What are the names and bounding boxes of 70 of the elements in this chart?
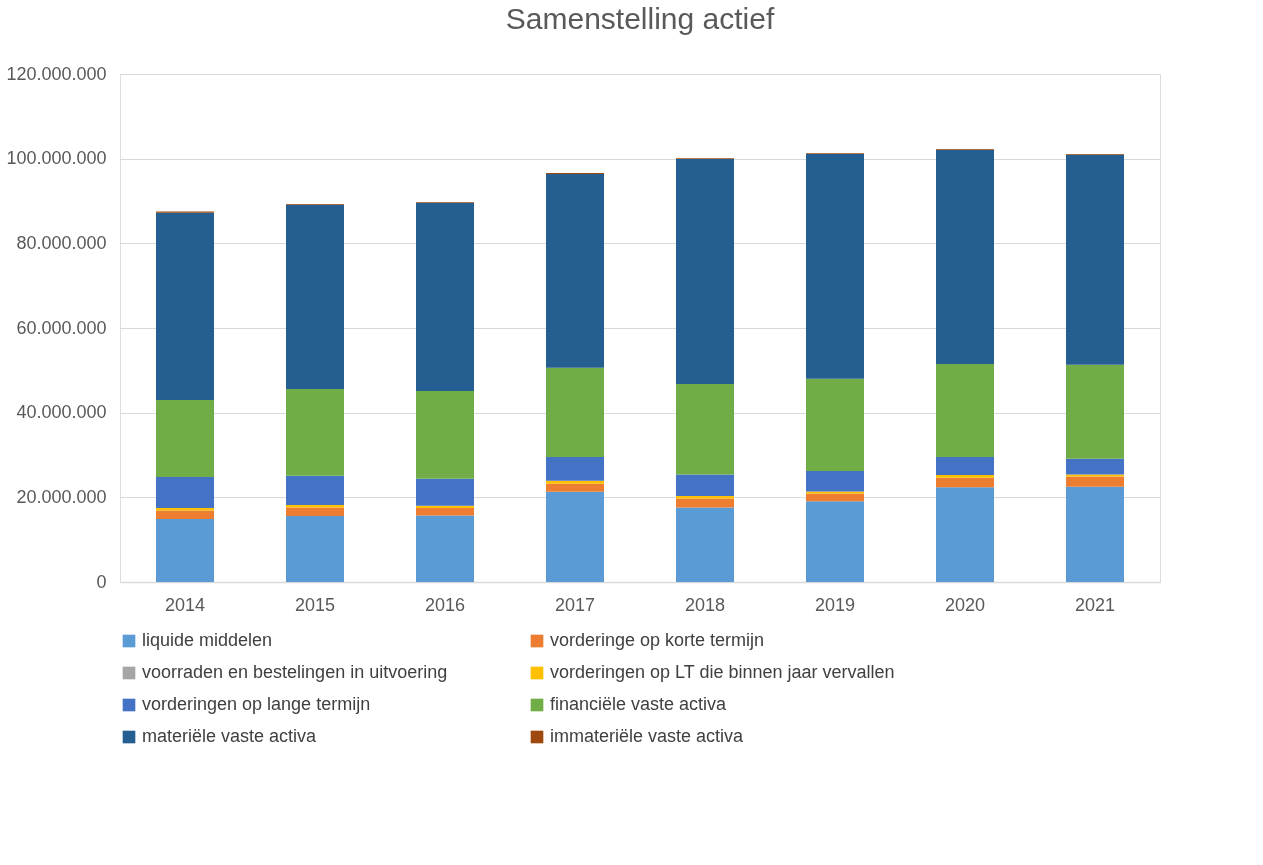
- bar: [546, 367, 604, 458]
- legend-label: liquide middelen: [142, 630, 273, 650]
- bar: [676, 159, 734, 384]
- bar: [546, 173, 604, 368]
- bar: [286, 204, 344, 389]
- bar: [1066, 486, 1124, 582]
- legend-label: vorderinge op korte termijn: [550, 630, 765, 650]
- bar: [416, 507, 474, 516]
- y-tick-label: 100.000.000: [6, 148, 107, 169]
- bar: [156, 510, 214, 519]
- bar: [676, 383, 734, 475]
- bar: [546, 491, 604, 582]
- bar: [546, 457, 604, 481]
- bar: [676, 498, 734, 508]
- x-tick-label: 2018: [684, 594, 726, 615]
- bar: [676, 507, 734, 582]
- bar: [546, 480, 604, 484]
- y-tick-label: 40.000.000: [16, 402, 107, 423]
- bar: [936, 363, 994, 458]
- legend-label: materiële vaste activa: [142, 726, 318, 746]
- x-tick-label: 2015: [294, 594, 336, 615]
- y-tick-label: 0: [96, 571, 107, 592]
- bar: [416, 478, 474, 506]
- bar: [806, 378, 864, 472]
- x-tick-label: 2014: [164, 594, 206, 615]
- bar: [1066, 458, 1124, 475]
- bar: [936, 457, 994, 475]
- bar: [806, 154, 864, 379]
- x-tick-label: 2019: [814, 594, 856, 615]
- bar: [416, 505, 474, 508]
- x-tick-label: 2021: [1074, 594, 1116, 615]
- bar: [416, 203, 474, 392]
- bar: [156, 212, 214, 400]
- y-tick-label: 20.000.000: [16, 486, 107, 507]
- bar: [1066, 364, 1124, 459]
- bar: [806, 493, 864, 502]
- x-tick-label: 2020: [944, 594, 986, 615]
- legend-label: voorraden en bestelingen in uitvoering: [142, 662, 448, 682]
- bar: [156, 399, 214, 478]
- bar: [286, 475, 344, 505]
- bar: [156, 518, 214, 582]
- bar: [806, 471, 864, 492]
- bar: [546, 483, 604, 492]
- bar: [806, 501, 864, 582]
- bar: [156, 477, 214, 508]
- x-tick-label: 2017: [554, 594, 596, 615]
- legend-label: immateriële vaste activa: [550, 726, 745, 746]
- legend-label: vorderingen op lange termijn: [142, 694, 371, 714]
- bar: [936, 474, 994, 478]
- bar: [936, 487, 994, 582]
- bar: [936, 149, 994, 364]
- bar: [416, 515, 474, 582]
- bar: [286, 515, 344, 582]
- bar: [676, 496, 734, 499]
- chart-title: Samenstelling actief: [505, 2, 775, 35]
- bar: [676, 474, 734, 497]
- bar: [286, 507, 344, 516]
- bar: [1066, 474, 1124, 477]
- legend-label: vorderingen op LT die binnen jaar vervallen: [550, 662, 895, 682]
- bar: [936, 477, 994, 488]
- bar: [806, 491, 864, 494]
- bar: [416, 391, 474, 479]
- y-tick-label: 60.000.000: [16, 317, 107, 338]
- y-tick-label: 80.000.000: [16, 232, 107, 253]
- bar: [1066, 154, 1124, 365]
- bar: [1066, 476, 1124, 487]
- y-tick-label: 120.000.000: [6, 63, 107, 84]
- bar: [286, 388, 344, 476]
- x-tick-label: 2016: [424, 594, 466, 615]
- legend-label: financiële vaste activa: [550, 694, 728, 714]
